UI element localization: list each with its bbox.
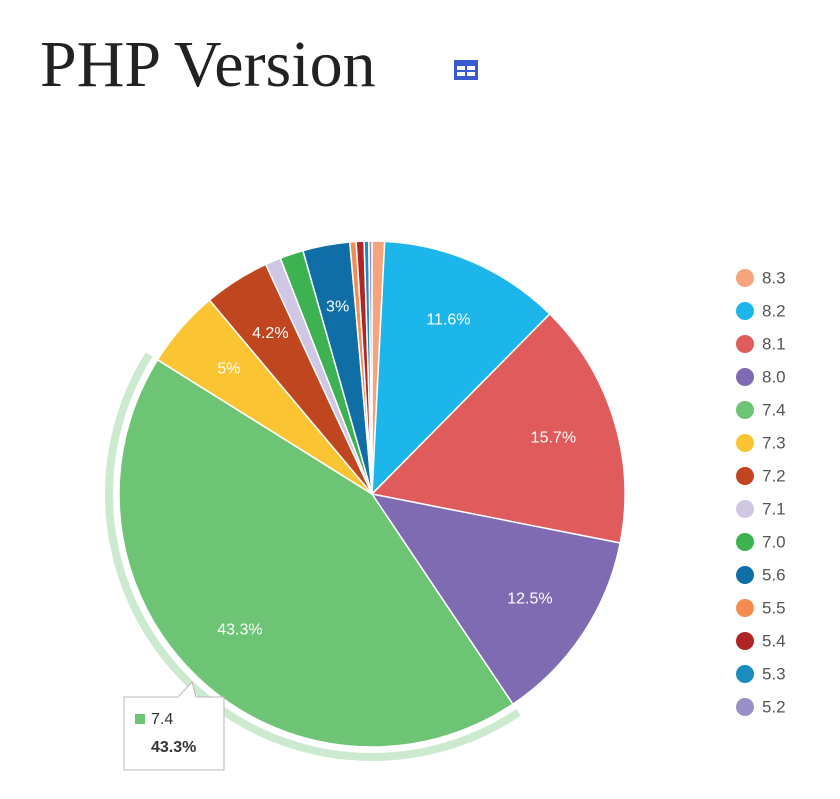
legend-marker	[736, 368, 754, 386]
legend-marker	[736, 401, 754, 419]
legend-label[interactable]: 5.5	[762, 598, 786, 617]
slice[interactable]	[368, 240, 373, 495]
legend-label[interactable]: 8.1	[762, 334, 786, 353]
legend-label[interactable]: 7.0	[762, 532, 786, 551]
legend-label[interactable]: 8.0	[762, 367, 786, 386]
slice-label: 11.6%	[426, 312, 470, 329]
legend-marker	[736, 269, 754, 287]
slice-label: 5%	[217, 361, 240, 378]
table-icon-cell	[467, 72, 475, 76]
slice-label: 4.2%	[252, 325, 288, 342]
legend-marker	[736, 698, 754, 716]
slice-label: 3%	[326, 299, 349, 316]
tooltip-swatch	[135, 714, 145, 724]
slice-label: 15.7%	[531, 429, 576, 446]
legend-marker	[736, 566, 754, 584]
legend-marker	[736, 533, 754, 551]
legend: 8.3 8.2 8.1 8.0 7.4 7.3 7.2 7.1 7.0 5.6 5.5 5.4 5.3 5…	[736, 268, 786, 716]
tooltip-box	[123, 680, 225, 771]
legend-label[interactable]: 5.2	[762, 697, 786, 716]
legend-label[interactable]: 8.2	[762, 301, 786, 320]
legend-label[interactable]: 7.1	[762, 499, 786, 518]
table-icon[interactable]	[454, 60, 478, 80]
legend-marker	[736, 665, 754, 683]
slice[interactable]	[118, 358, 514, 748]
legend-marker	[736, 632, 754, 650]
tooltip-value: 43.3%	[151, 739, 196, 756]
slice[interactable]	[370, 492, 622, 706]
legend-label[interactable]: 5.4	[762, 631, 786, 650]
legend-label[interactable]: 7.2	[762, 466, 786, 485]
legend-marker	[736, 434, 754, 452]
tooltip-category: 7.4	[151, 711, 173, 728]
table-icon-cell	[467, 66, 475, 70]
legend-marker	[736, 335, 754, 353]
slice-label: 12.5%	[507, 590, 552, 607]
slice[interactable]	[370, 312, 626, 544]
legend-label[interactable]: 7.3	[762, 433, 786, 452]
legend-marker	[736, 467, 754, 485]
slice[interactable]	[371, 240, 551, 496]
table-icon-cell	[457, 66, 465, 70]
legend-label[interactable]: 5.3	[762, 664, 786, 683]
legend-marker	[736, 599, 754, 617]
legend-label[interactable]: 8.3	[762, 268, 786, 287]
tooltip: 7.4 43.3%	[123, 680, 225, 771]
legend-label[interactable]: 5.6	[762, 565, 786, 584]
legend-marker	[736, 500, 754, 518]
pie: 11.6% 15.7% 12.5% 43.3% 5% 4.2% 3%	[105, 240, 626, 762]
legend-marker	[736, 302, 754, 320]
chart-title: PHP Version	[40, 28, 376, 101]
legend-label[interactable]: 7.4	[762, 400, 786, 419]
slice-label: 43.3%	[217, 621, 262, 638]
table-icon-cell	[457, 72, 465, 76]
